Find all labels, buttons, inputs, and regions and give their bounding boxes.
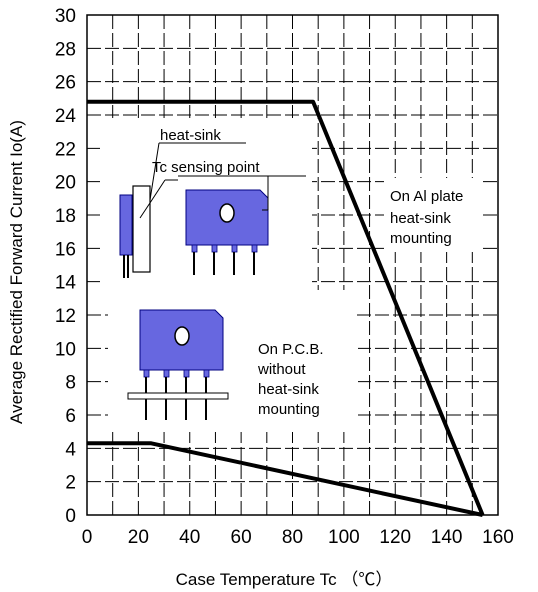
y-tick-label: 18 — [55, 206, 76, 227]
lead-shoulder-4 — [251, 244, 258, 253]
label-background — [248, 330, 358, 430]
label-background — [384, 178, 480, 252]
y-tick-label: 26 — [55, 73, 76, 94]
lead-shoulder-1 — [191, 244, 198, 253]
lead-shoulder-3 — [231, 244, 238, 253]
x-tick-label: 80 — [282, 527, 303, 548]
pcb-lead-shoulder-4 — [203, 369, 210, 378]
y-tick-label: 22 — [55, 139, 76, 160]
y-tick-label: 20 — [55, 173, 76, 194]
pcb-lead-shoulder-1 — [143, 369, 150, 378]
y-axis-title: Average Rectified Forward Current Io(A) — [7, 120, 26, 424]
x-tick-label: 120 — [379, 527, 411, 548]
curves — [87, 99, 485, 517]
pcb-mounting-hole — [174, 326, 190, 346]
y-tick-label: 28 — [55, 39, 76, 60]
pcb-lead-shoulder-3 — [183, 369, 190, 378]
al-plate-line-2: heat-sink — [390, 210, 451, 227]
x-tick-label: 60 — [231, 527, 252, 548]
y-tick-label: 8 — [65, 373, 76, 394]
x-tick-labels: 0 20 40 60 80 100 120 140 160 — [82, 527, 514, 548]
pcb-line-1: On P.C.B. — [258, 341, 324, 358]
heatsink-mount-illustration: heat-sink Tc sensing point — [119, 127, 306, 278]
al-plate-line-3: mounting — [390, 230, 452, 247]
pcb-lead-shoulder-2 — [163, 369, 170, 378]
y-tick-label: 4 — [65, 439, 76, 460]
x-tick-label: 160 — [482, 527, 514, 548]
al-plate-line-1: On Al plate — [390, 188, 463, 205]
y-tick-label: 12 — [55, 306, 76, 327]
x-tick-label: 100 — [328, 527, 360, 548]
side-view-body — [119, 194, 133, 256]
y-tick-label: 24 — [55, 106, 77, 127]
tc-leader — [139, 179, 166, 219]
heat-sink-leader — [149, 142, 160, 201]
x-tick-label: 20 — [128, 527, 149, 548]
lead-shoulder-2 — [211, 244, 218, 253]
plot-frame — [86, 14, 499, 516]
x-tick-label: 0 — [82, 527, 93, 548]
tc-sensing-label: Tc sensing point — [152, 159, 260, 176]
y-tick-label: 10 — [55, 339, 76, 360]
y-tick-label: 16 — [55, 239, 76, 260]
al-plate-annotation: On Al plate heat-sink mounting — [390, 188, 463, 247]
y-tick-label: 30 — [55, 6, 76, 27]
x-tick-label: 140 — [431, 527, 463, 548]
mounting-hole — [219, 203, 235, 223]
pcb-line-2: without — [257, 361, 306, 378]
pcb-line-3: heat-sink — [258, 381, 319, 398]
y-tick-label: 6 — [65, 406, 76, 427]
pcb-line-4: mounting — [258, 401, 320, 418]
pcb-derating-curve — [87, 441, 484, 517]
y-tick-label: 14 — [55, 273, 77, 294]
y-tick-label: 2 — [65, 473, 76, 494]
y-tick-label: 0 — [65, 506, 76, 527]
pcb-annotation: On P.C.B. without heat-sink mounting — [257, 341, 324, 418]
heat-sink-plate — [132, 185, 151, 273]
x-tick-label: 40 — [179, 527, 200, 548]
x-axis-title: Case Temperature Tc （℃） — [176, 570, 393, 589]
pcb-board — [127, 392, 229, 400]
plot-border — [86, 14, 499, 516]
heat-sink-label: heat-sink — [160, 127, 221, 144]
pcb-mount-illustration — [127, 309, 229, 420]
al-plate-derating-curve — [87, 99, 485, 516]
